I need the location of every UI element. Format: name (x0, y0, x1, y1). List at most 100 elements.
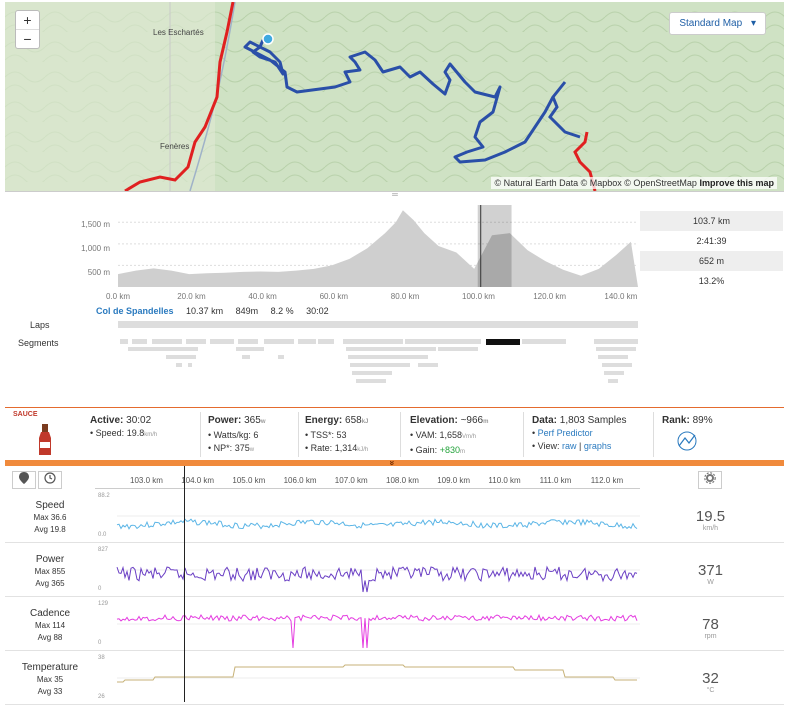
stream-value: 19.5 (695, 508, 726, 525)
stream-current-value: 32 °C (640, 670, 781, 694)
view-raw-link[interactable]: raw (562, 441, 577, 451)
elevation-label: Elevation: (410, 415, 458, 426)
np-unit: w (249, 447, 255, 453)
segment-grade: 8.2 % (270, 306, 294, 316)
stream-y-min: 26 (98, 694, 105, 700)
sauce-stats-panel: SAUCE Active: 30:02 • Speed: 19.8km/h Po… (5, 407, 784, 461)
place-label: Les Eschartés (153, 28, 204, 37)
data-label: Data: (532, 415, 558, 426)
route-map[interactable]: Les Eschartés Fenères + − Standard Map ▾… (5, 2, 784, 192)
view-graphs-link[interactable]: graphs (583, 441, 612, 451)
map-resize-handle[interactable]: ═ (392, 190, 398, 199)
wkg-value: 6 (253, 430, 259, 440)
tss-label: • TSS*: (305, 430, 334, 440)
stream-y-max: 827 (98, 547, 109, 553)
improve-map-link[interactable]: Improve this map (699, 178, 774, 188)
sauce-bottle-icon (39, 424, 51, 455)
gain-value: +830 (439, 445, 460, 455)
stream-name: Speed (35, 500, 65, 511)
data-column: Data: 1,803 Samples • Perf Predictor • V… (532, 415, 627, 451)
lap-bar (118, 321, 638, 328)
cursor-line (184, 466, 185, 702)
stream-x-tick: 103.0 km (130, 476, 163, 485)
elevation-x-tick: 140.0 km (604, 292, 638, 301)
stream-x-tick: 109.0 km (437, 476, 471, 485)
expand-chevron-icon[interactable]: » (387, 460, 398, 466)
stream-y-max: 129 (98, 601, 109, 607)
zoom-control: + − (15, 10, 40, 49)
active-label: Active: (90, 415, 124, 426)
elevation-column: Elevation: ~966m • VAM: 1,658Vm/h • Gain… (410, 414, 488, 459)
stream-max: Max 114 (34, 621, 66, 630)
stream-label: Cadence Max 114 Avg 88 (8, 608, 92, 644)
rate-value: 1,314 (334, 443, 358, 453)
stream-max: Max 36.6 (33, 513, 67, 522)
stream-y-max: 38 (98, 655, 105, 661)
gear-icon (704, 472, 716, 484)
elevation-x-tick: 80.0 km (390, 292, 420, 301)
stream-value: 78 (702, 616, 719, 633)
data-value: 1,803 Samples (559, 415, 627, 426)
zoom-out-button[interactable]: − (16, 29, 39, 48)
stream-y-min: 0 (98, 640, 102, 646)
stream-row-divider (5, 596, 784, 597)
speed-unit: km/h (144, 432, 158, 438)
energy-value: 658 (345, 415, 362, 426)
stream-avg: Avg 365 (35, 579, 65, 588)
stream-max: Max 35 (36, 675, 64, 684)
y-tick-label: 1,000 m (81, 244, 110, 253)
map-pin-icon (19, 472, 29, 484)
stream-series-line (116, 565, 638, 593)
power-label: Power: (208, 415, 242, 426)
speed-label: • Speed: (90, 428, 125, 438)
zoom-in-button[interactable]: + (23, 12, 32, 28)
stream-y-min: 0 (98, 586, 102, 592)
tss-value: 53 (336, 430, 347, 440)
power-value: 365 (244, 415, 261, 426)
streams-chart[interactable] (95, 490, 640, 702)
map-pin-button[interactable] (12, 471, 36, 489)
laps-label: Laps (30, 320, 50, 330)
stats-toggle-bar[interactable] (5, 460, 784, 466)
rank-badge-icon (677, 431, 697, 451)
laps-segments-bars[interactable] (118, 320, 638, 400)
rank-value: 89% (692, 415, 713, 426)
route-red-segment (124, 2, 235, 191)
stream-row-divider (5, 542, 784, 543)
elevation-x-tick: 40.0 km (248, 292, 277, 301)
segment-bars (120, 339, 638, 383)
map-attribution: © Natural Earth Data © Mapbox © OpenStre… (491, 177, 777, 189)
y-tick-label: 500 m (87, 268, 110, 277)
segment-name-link[interactable]: Col de Spandelles (96, 306, 174, 316)
selected-segment-bar (486, 339, 520, 345)
power-column: Power: 365w • Watts/kg: 6 • NP*: 375w (208, 414, 265, 457)
elevation-selection (477, 205, 512, 287)
stat-distance: 103.7 km (640, 211, 783, 231)
elevation-profile[interactable] (118, 205, 638, 287)
stream-current-value: 371 W (640, 562, 781, 586)
perf-predictor-link[interactable]: Perf Predictor (537, 428, 593, 438)
stream-unit: km/h (702, 525, 719, 532)
time-toggle-button[interactable] (38, 471, 62, 489)
stream-avg: Avg 33 (37, 687, 63, 696)
y-tick-label: 1,500 m (81, 220, 110, 229)
stat-grade: 13.2% (640, 271, 783, 291)
speed-value: 19.8 (126, 428, 145, 438)
stream-x-tick: 106.0 km (283, 476, 317, 485)
stream-row-divider (5, 704, 784, 705)
stream-x-tick: 107.0 km (334, 476, 368, 485)
map-type-select[interactable]: Standard Map ▾ (669, 12, 766, 35)
elevation-x-tick: 120.0 km (533, 292, 567, 301)
stream-current-value: 19.5 km/h (640, 508, 781, 532)
rate-unit: kJ/h (357, 447, 369, 453)
stream-unit: W (707, 579, 714, 586)
stream-avg: Avg 19.8 (34, 525, 66, 534)
view-label: • View: (532, 441, 560, 451)
np-label: • NP*: (208, 443, 233, 453)
settings-button[interactable] (698, 471, 722, 489)
stream-y-max: 88.2 (98, 493, 110, 499)
vam-unit: Vm/h (462, 434, 477, 440)
map-type-label: Standard Map (679, 18, 743, 29)
stream-current-value: 78 rpm (640, 616, 781, 640)
wkg-label: • Watts/kg: (208, 430, 251, 440)
